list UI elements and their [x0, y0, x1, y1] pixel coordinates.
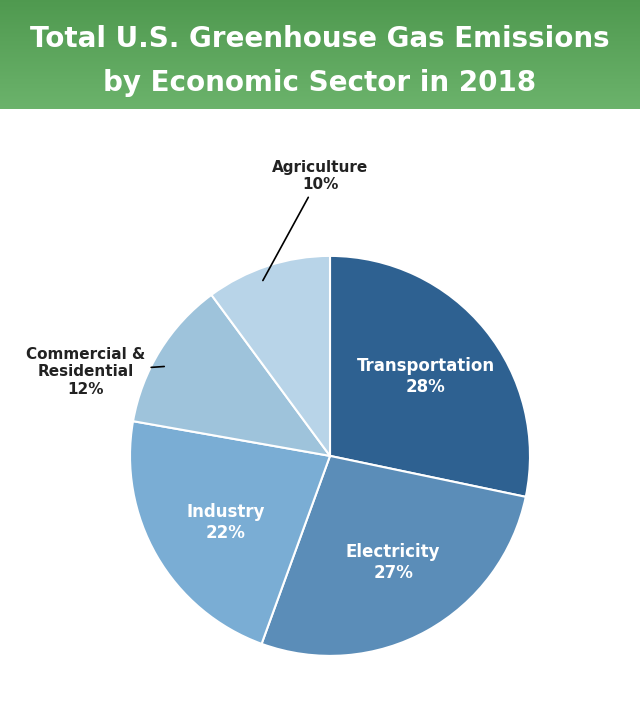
Bar [0, 59, 640, 60]
Bar [0, 10, 640, 11]
Wedge shape [130, 421, 330, 644]
Bar [0, 23, 640, 24]
Bar [0, 50, 640, 51]
Bar [0, 103, 640, 105]
Bar [0, 65, 640, 67]
Bar [0, 98, 640, 99]
Bar [0, 49, 640, 50]
Bar [0, 102, 640, 103]
Bar [0, 39, 640, 40]
Bar [0, 55, 640, 57]
Wedge shape [330, 256, 530, 497]
Wedge shape [262, 456, 526, 656]
Bar [0, 42, 640, 44]
Bar [0, 69, 640, 71]
Text: Agriculture
10%: Agriculture 10% [263, 159, 368, 281]
Bar [0, 57, 640, 58]
Bar [0, 89, 640, 91]
Wedge shape [211, 256, 330, 456]
Bar [0, 91, 640, 93]
Bar [0, 54, 640, 55]
Bar [0, 4, 640, 6]
Bar [0, 73, 640, 74]
Bar [0, 8, 640, 10]
Text: Total U.S. Greenhouse Gas Emissions: Total U.S. Greenhouse Gas Emissions [30, 25, 610, 53]
Bar [0, 44, 640, 45]
Bar [0, 48, 640, 49]
Bar [0, 97, 640, 98]
Bar [0, 58, 640, 59]
Bar [0, 62, 640, 63]
Bar [0, 32, 640, 34]
Bar [0, 74, 640, 75]
Bar [0, 24, 640, 25]
Bar [0, 77, 640, 79]
Wedge shape [133, 295, 330, 456]
Bar [0, 79, 640, 81]
Bar [0, 99, 640, 100]
Bar [0, 67, 640, 69]
Bar [0, 63, 640, 64]
Bar [0, 45, 640, 46]
Bar [0, 20, 640, 22]
Bar [0, 105, 640, 107]
Bar [0, 87, 640, 88]
Bar [0, 86, 640, 87]
Bar [0, 18, 640, 20]
Bar [0, 34, 640, 35]
Bar [0, 37, 640, 38]
Bar [0, 26, 640, 27]
Bar [0, 85, 640, 86]
Bar [0, 100, 640, 101]
Bar [0, 53, 640, 54]
Bar [0, 2, 640, 4]
Bar [0, 61, 640, 62]
Bar [0, 38, 640, 39]
Bar [0, 84, 640, 85]
Text: by Economic Sector in 2018: by Economic Sector in 2018 [104, 69, 536, 97]
Bar [0, 52, 640, 53]
Bar [0, 16, 640, 18]
Bar [0, 88, 640, 89]
Bar [0, 28, 640, 29]
Bar [0, 25, 640, 26]
Bar [0, 22, 640, 23]
Bar [0, 83, 640, 84]
Bar [0, 101, 640, 102]
Bar [0, 107, 640, 109]
Bar [0, 47, 640, 48]
Bar [0, 93, 640, 95]
Bar [0, 29, 640, 30]
Bar [0, 72, 640, 73]
Bar [0, 41, 640, 42]
Bar [0, 14, 640, 15]
Text: Electricity
27%: Electricity 27% [346, 543, 440, 582]
Bar [0, 1, 640, 2]
Bar [0, 35, 640, 36]
Bar [0, 64, 640, 65]
Bar [0, 51, 640, 52]
Bar [0, 95, 640, 97]
Bar [0, 60, 640, 61]
Bar [0, 0, 640, 1]
Bar [0, 81, 640, 83]
Bar [0, 30, 640, 32]
Bar [0, 15, 640, 16]
Bar [0, 13, 640, 14]
Text: Commercial &
Residential
12%: Commercial & Residential 12% [26, 347, 164, 397]
Bar [0, 46, 640, 47]
Bar [0, 12, 640, 13]
Bar [0, 40, 640, 41]
Bar [0, 6, 640, 8]
Bar [0, 36, 640, 37]
Bar [0, 71, 640, 72]
Text: Transportation
28%: Transportation 28% [356, 357, 495, 396]
Bar [0, 75, 640, 77]
Bar [0, 27, 640, 28]
Text: Industry
22%: Industry 22% [186, 503, 264, 542]
Bar [0, 11, 640, 12]
